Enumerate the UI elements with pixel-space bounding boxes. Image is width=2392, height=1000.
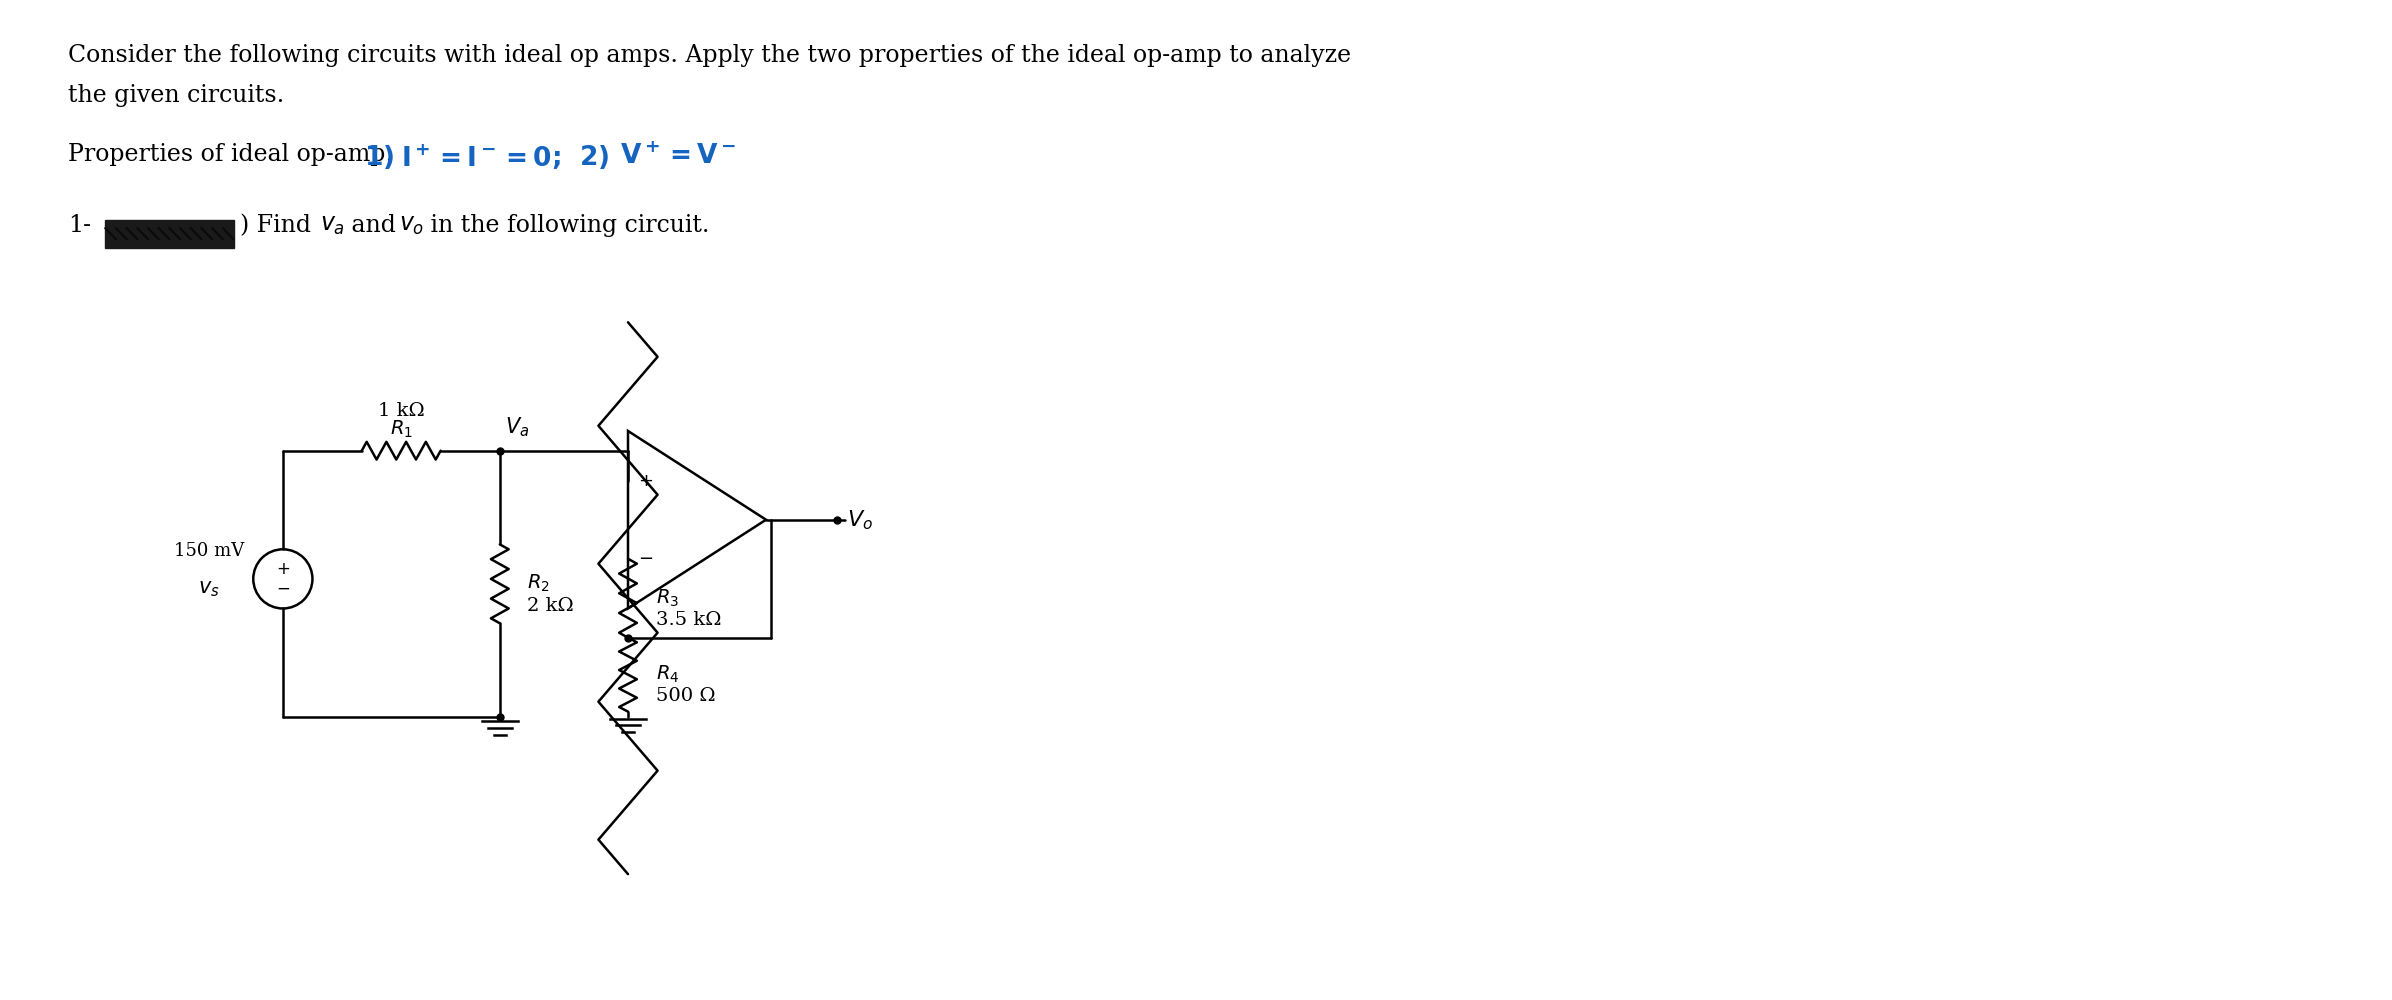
Text: $v_o$: $v_o$ bbox=[399, 214, 423, 237]
Text: Properties of ideal op-amp:: Properties of ideal op-amp: bbox=[67, 143, 402, 166]
Text: and: and bbox=[344, 214, 404, 237]
Text: 1 kΩ: 1 kΩ bbox=[378, 402, 423, 420]
Text: $R_2$: $R_2$ bbox=[526, 573, 550, 594]
Text: 3.5 kΩ: 3.5 kΩ bbox=[655, 611, 720, 629]
Text: +: + bbox=[275, 560, 289, 578]
Text: $R_4$: $R_4$ bbox=[655, 664, 679, 685]
Text: $\mathbf{I^+=I^-=0;}$: $\mathbf{I^+=I^-=0;}$ bbox=[402, 143, 560, 172]
Text: the given circuits.: the given circuits. bbox=[67, 84, 285, 107]
Text: Consider the following circuits with ideal op amps. Apply the two properties of : Consider the following circuits with ide… bbox=[67, 44, 1351, 67]
Text: $V_a$: $V_a$ bbox=[505, 415, 529, 439]
Text: 500 Ω: 500 Ω bbox=[655, 687, 715, 705]
Text: 2 kΩ: 2 kΩ bbox=[526, 597, 574, 615]
Text: −: − bbox=[639, 550, 653, 568]
Text: $v_s$: $v_s$ bbox=[199, 579, 220, 599]
Text: $R_1$: $R_1$ bbox=[390, 418, 414, 440]
Text: 1-: 1- bbox=[67, 214, 91, 237]
Text: 150 mV: 150 mV bbox=[175, 542, 244, 560]
Text: $R_3$: $R_3$ bbox=[655, 588, 679, 609]
Text: ) Find: ) Find bbox=[242, 214, 318, 237]
Text: $V_o$: $V_o$ bbox=[847, 508, 873, 532]
Text: $\mathbf{1)}$: $\mathbf{1)}$ bbox=[364, 143, 395, 171]
Text: in the following circuit.: in the following circuit. bbox=[423, 214, 710, 237]
Text: $v_a$: $v_a$ bbox=[321, 214, 344, 237]
Text: $\mathbf{2)}$: $\mathbf{2)}$ bbox=[579, 143, 610, 171]
Text: $\mathbf{V^+=V^-}$: $\mathbf{V^+=V^-}$ bbox=[620, 143, 737, 169]
Text: +: + bbox=[639, 472, 653, 490]
Bar bbox=[105, 220, 234, 248]
Text: −: − bbox=[275, 580, 289, 598]
